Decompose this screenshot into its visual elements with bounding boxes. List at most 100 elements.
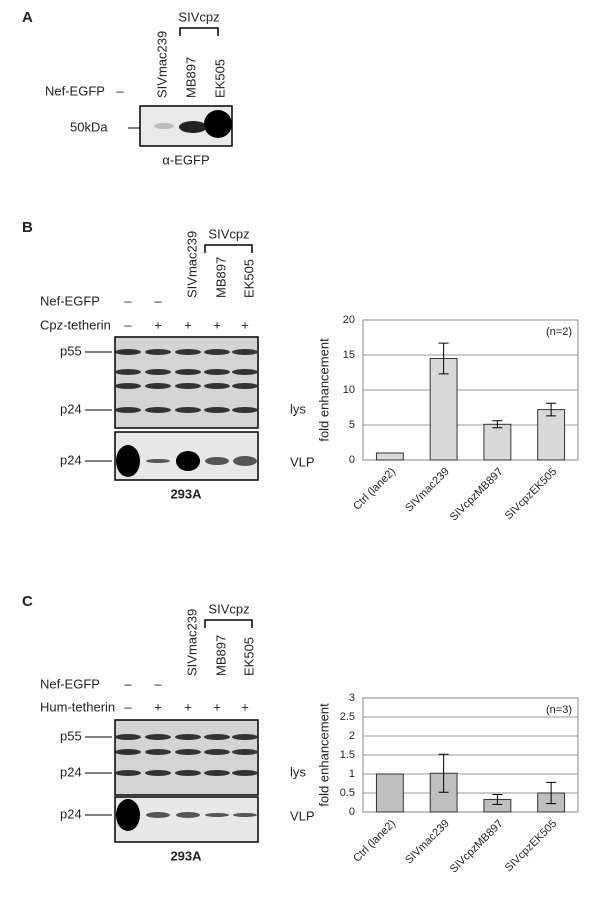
band: [204, 349, 230, 355]
row-mark: +: [184, 317, 192, 332]
y-tick-label: 1: [349, 768, 355, 780]
fraction-label: lys: [290, 764, 306, 779]
band-label: p24: [60, 806, 82, 821]
row-label: Nef-EGFP: [40, 293, 100, 308]
y-tick-label: 10: [343, 384, 355, 396]
band: [175, 770, 201, 776]
lane-label: MB897: [213, 635, 228, 676]
x-tick-label: SIVcpzEK505: [503, 466, 559, 522]
row-mark: –: [116, 83, 124, 98]
x-tick-label: SIVmac239: [403, 466, 452, 515]
band: [145, 383, 171, 389]
band: [175, 369, 201, 375]
band: [145, 349, 171, 355]
band: [232, 383, 258, 389]
band: [115, 734, 141, 740]
bar: [483, 423, 512, 461]
band: [176, 812, 200, 818]
panel-label: A: [22, 9, 33, 26]
band: [154, 123, 174, 129]
annotation: (n=2): [546, 326, 572, 338]
error-bar: [492, 794, 503, 805]
annotation: (n=3): [546, 704, 572, 716]
row-mark: –: [124, 699, 132, 714]
row-mark: –: [124, 317, 132, 332]
y-tick-label: 1.5: [340, 749, 355, 761]
band: [115, 770, 141, 776]
group-label: SIVcpz: [208, 601, 249, 616]
row-mark: +: [213, 317, 221, 332]
band: [205, 457, 229, 465]
band: [232, 349, 258, 355]
bar: [375, 773, 404, 813]
band: [175, 349, 201, 355]
x-tick-label: SIVcpzEK505: [503, 818, 559, 874]
band-label: p55: [60, 728, 82, 743]
cells-label: 293A: [170, 848, 202, 863]
band: [204, 734, 230, 740]
lane-label: MB897: [213, 257, 228, 298]
y-axis-label: fold enhancement: [316, 703, 331, 807]
fraction-label: VLP: [290, 808, 315, 823]
plot-frame: [362, 319, 579, 461]
group-label: SIVcpz: [208, 226, 249, 241]
band: [145, 407, 171, 413]
y-tick-label: 20: [343, 314, 355, 326]
band: [145, 749, 171, 755]
band: [145, 734, 171, 740]
panel-label: C: [22, 593, 33, 610]
x-tick-label: SIVmac239: [403, 818, 452, 867]
fraction-label: VLP: [290, 454, 315, 469]
band-label: p55: [60, 343, 82, 358]
band: [232, 369, 258, 375]
band: [115, 383, 141, 389]
bar: [375, 452, 404, 461]
marker-label: 50kDa: [70, 119, 108, 134]
row-mark: +: [241, 699, 249, 714]
band: [175, 407, 201, 413]
bar: [429, 358, 458, 461]
bar: [537, 409, 566, 461]
y-tick-label: 15: [343, 349, 355, 361]
error-bar: [438, 753, 449, 793]
antibody-label: α-EGFP: [162, 152, 209, 167]
band: [232, 407, 258, 413]
band: [233, 813, 257, 817]
band: [175, 734, 201, 740]
row-mark: +: [154, 699, 162, 714]
lane-label: EK505: [212, 59, 227, 98]
panel-label: B: [22, 219, 33, 236]
error-bar: [546, 402, 557, 417]
y-tick-label: 2.5: [340, 711, 355, 723]
band: [204, 770, 230, 776]
row-mark: +: [213, 699, 221, 714]
band: [179, 121, 207, 133]
band: [146, 812, 170, 818]
x-tick-label: SIVcpzMB897: [448, 818, 506, 876]
row-mark: –: [154, 293, 162, 308]
band: [116, 445, 140, 477]
bracket: [179, 27, 219, 36]
y-tick-label: 2: [349, 730, 355, 742]
lane-label: SIVmac239: [154, 31, 169, 98]
y-tick-label: 0: [349, 454, 355, 466]
plot-frame: [362, 697, 579, 813]
x-tick-label: Ctrl (lane2): [351, 818, 398, 865]
error-bar: [492, 420, 503, 429]
band: [232, 749, 258, 755]
bracket: [204, 619, 253, 628]
band: [146, 459, 170, 463]
band: [145, 770, 171, 776]
band: [232, 770, 258, 776]
band: [175, 383, 201, 389]
band: [233, 456, 257, 466]
lane-label: SIVmac239: [184, 609, 199, 676]
band: [116, 799, 140, 831]
band: [115, 407, 141, 413]
band: [204, 407, 230, 413]
band: [115, 349, 141, 355]
lane-label: EK505: [241, 259, 256, 298]
band: [204, 749, 230, 755]
x-tick-label: SIVcpzMB897: [448, 466, 506, 524]
